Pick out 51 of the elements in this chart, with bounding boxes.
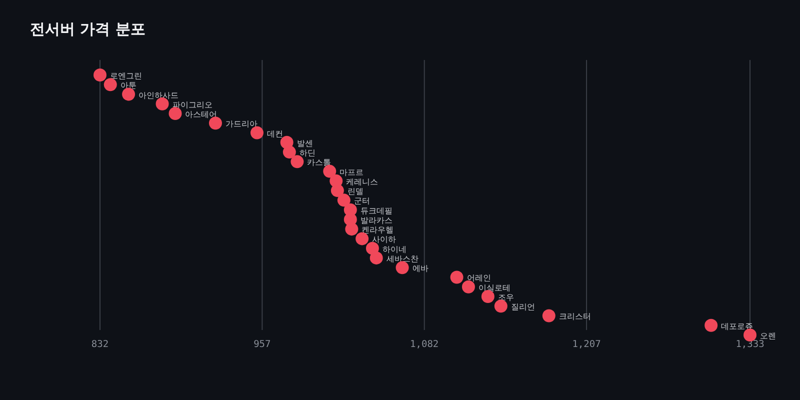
point	[337, 194, 350, 207]
point	[345, 222, 358, 236]
point	[542, 309, 556, 322]
y-tick-label: 케레니스	[346, 177, 378, 186]
y-tick-label: 아툰	[120, 81, 136, 90]
y-tick-label: 로엔그린	[110, 72, 142, 80]
y-tick-label: 이실로테	[478, 283, 510, 292]
y-tick-label: 에바	[412, 264, 428, 274]
y-tick-label: 오렌	[760, 332, 776, 340]
point	[282, 146, 296, 159]
y-tick-label: 군터	[354, 196, 370, 206]
point	[462, 280, 475, 294]
point	[94, 68, 106, 82]
y-tick-label: 린델	[347, 187, 364, 196]
y-tick-label: 아인하사드	[138, 90, 179, 100]
point	[104, 78, 117, 92]
y-tick-label: 발라카스	[360, 216, 392, 225]
y-tick-label: 발센	[296, 138, 313, 148]
point	[290, 155, 304, 168]
point	[704, 318, 718, 332]
y-tick-label: 파이그리오	[172, 100, 212, 110]
point	[250, 126, 264, 140]
y-tick-label: 데컨	[266, 129, 283, 138]
point	[450, 270, 464, 284]
point	[168, 107, 182, 120]
y-tick-label: 데포로쥬	[721, 322, 754, 331]
point	[370, 251, 383, 264]
y-tick-label: 가드리아	[225, 120, 258, 129]
chart-title: 전서버 가격 분포	[30, 20, 146, 38]
point	[356, 232, 369, 246]
point	[330, 184, 344, 198]
y-tick-label: 세바스찬	[386, 254, 418, 264]
x-tick-label: 832	[91, 339, 109, 350]
y-tick-label: 하이네	[382, 244, 406, 254]
x-tick-label: 1,082	[410, 339, 439, 350]
point	[323, 164, 336, 178]
y-tick-label: 어레인	[466, 274, 491, 283]
y-tick-label: 하딘	[299, 148, 316, 158]
y-tick-label: 카스톨	[307, 158, 332, 168]
y-tick-label: 사이하	[372, 235, 396, 244]
x-tick-label: 1,207	[572, 339, 601, 350]
y-tick-label: 마프르	[340, 168, 364, 177]
point	[494, 300, 508, 313]
y-tick-label: 켄라우헬	[362, 226, 394, 235]
y-tick-label: 조우	[498, 292, 514, 302]
y-tick-label: 아스테어	[185, 110, 218, 120]
y-tick-label: 듀크데필	[360, 206, 392, 216]
y-tick-label: 크리스터	[558, 312, 591, 322]
x-tick-label: 957	[254, 339, 271, 350]
point	[208, 116, 222, 130]
y-tick-label: 질리언	[510, 302, 535, 312]
